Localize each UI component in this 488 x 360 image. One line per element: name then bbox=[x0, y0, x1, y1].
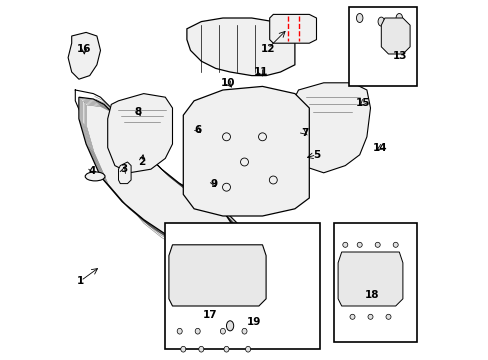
Text: 4: 4 bbox=[89, 166, 96, 176]
Ellipse shape bbox=[356, 242, 362, 247]
Polygon shape bbox=[68, 32, 101, 79]
Ellipse shape bbox=[258, 133, 266, 141]
Text: 19: 19 bbox=[246, 317, 261, 327]
Bar bbox=[334, 223, 416, 342]
Polygon shape bbox=[186, 18, 294, 76]
Text: 12: 12 bbox=[260, 44, 275, 54]
Ellipse shape bbox=[242, 328, 246, 334]
Text: 10: 10 bbox=[221, 78, 235, 88]
Polygon shape bbox=[107, 94, 172, 173]
Ellipse shape bbox=[349, 314, 354, 319]
Text: 3: 3 bbox=[120, 164, 127, 174]
Text: 16: 16 bbox=[77, 44, 91, 54]
Polygon shape bbox=[183, 86, 309, 216]
Text: 2: 2 bbox=[138, 157, 145, 167]
Polygon shape bbox=[118, 162, 131, 184]
Ellipse shape bbox=[181, 346, 185, 352]
Bar bbox=[165, 223, 320, 349]
Ellipse shape bbox=[269, 176, 277, 184]
Ellipse shape bbox=[220, 328, 225, 334]
Ellipse shape bbox=[245, 346, 250, 352]
Ellipse shape bbox=[342, 242, 347, 247]
Text: 6: 6 bbox=[194, 125, 201, 135]
Ellipse shape bbox=[226, 321, 233, 331]
Text: 14: 14 bbox=[372, 143, 387, 153]
Bar bbox=[348, 7, 416, 86]
Polygon shape bbox=[269, 14, 316, 43]
Ellipse shape bbox=[356, 14, 362, 23]
Text: 15: 15 bbox=[355, 98, 370, 108]
Ellipse shape bbox=[342, 278, 347, 283]
Polygon shape bbox=[168, 245, 265, 306]
Ellipse shape bbox=[195, 328, 200, 334]
Polygon shape bbox=[79, 97, 244, 259]
Ellipse shape bbox=[374, 267, 380, 273]
Ellipse shape bbox=[392, 242, 397, 247]
Ellipse shape bbox=[222, 133, 230, 141]
Ellipse shape bbox=[367, 314, 372, 319]
Text: 9: 9 bbox=[210, 179, 217, 189]
Text: 5: 5 bbox=[312, 150, 320, 160]
Text: 18: 18 bbox=[365, 290, 379, 300]
Ellipse shape bbox=[240, 158, 248, 166]
Text: 8: 8 bbox=[134, 107, 142, 117]
Ellipse shape bbox=[85, 172, 105, 181]
Ellipse shape bbox=[377, 17, 384, 26]
Text: 17: 17 bbox=[203, 310, 217, 320]
Ellipse shape bbox=[385, 314, 390, 319]
Ellipse shape bbox=[374, 242, 380, 247]
Ellipse shape bbox=[395, 14, 402, 23]
Ellipse shape bbox=[199, 346, 203, 352]
Ellipse shape bbox=[392, 278, 397, 283]
Ellipse shape bbox=[222, 183, 230, 191]
Text: 1: 1 bbox=[77, 276, 84, 286]
Ellipse shape bbox=[224, 346, 228, 352]
Text: 7: 7 bbox=[301, 128, 308, 138]
Ellipse shape bbox=[177, 328, 182, 334]
Text: 13: 13 bbox=[392, 51, 407, 61]
Text: 11: 11 bbox=[253, 67, 267, 77]
Polygon shape bbox=[337, 252, 402, 306]
Polygon shape bbox=[381, 18, 409, 54]
Polygon shape bbox=[287, 83, 370, 173]
